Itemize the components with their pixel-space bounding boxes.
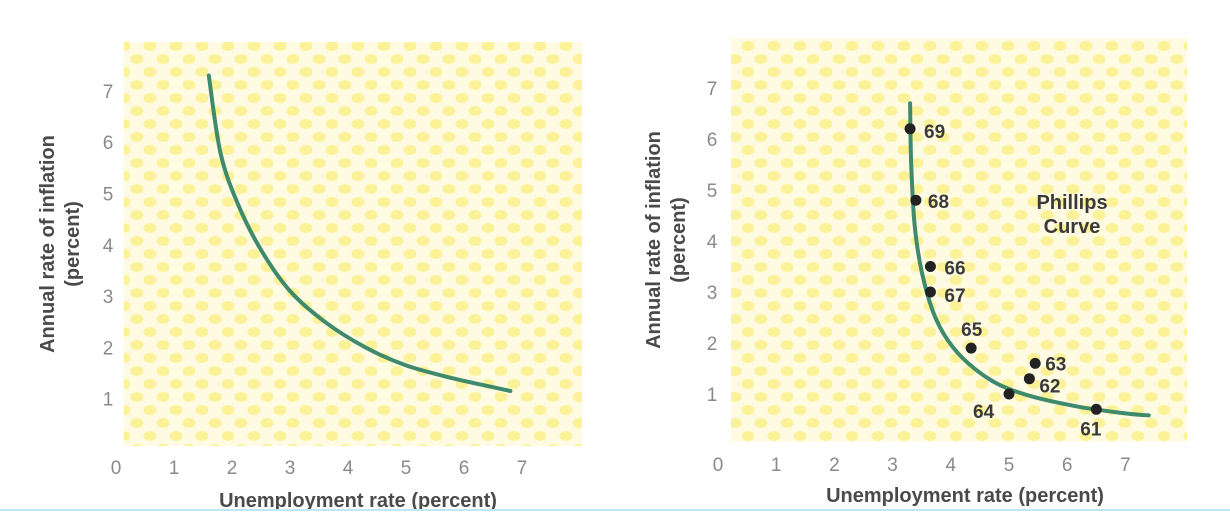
point-label-62: 62 [1039,377,1060,398]
left-y-axis-title: Annual rate of inflation [37,135,59,353]
left-x-tick-label: 3 [285,458,296,479]
right-y-axis-title: Annual rate of inflation [643,131,665,349]
right-y-ticks: 1 2 3 4 5 6 7 [707,79,718,406]
data-point-63 [1029,357,1041,369]
right-x-tick-label: 5 [1004,455,1015,476]
data-point-61 [1090,403,1102,415]
right-x-tick-label: 2 [829,455,840,476]
right-x-tick-label: 4 [946,455,957,476]
left-x-tick-label: 7 [517,458,528,479]
right-x-tick-label: 6 [1062,455,1073,476]
right-y-tick-label: 6 [707,130,718,151]
right-x-ticks: 0 1 2 3 4 5 6 7 [713,455,1131,476]
right-x-axis-title: Unemployment rate (percent) [826,485,1104,507]
phillips-curve-line [908,101,1151,418]
left-x-tick-label: 2 [227,458,238,479]
data-point-62 [1023,373,1035,385]
data-point-66 [924,261,936,272]
left-y-tick-label: 1 [103,390,114,411]
left-y-axis-unit: (percent) [62,201,84,287]
right-y-tick-label: 3 [707,283,718,304]
left-y-tick-label: 6 [103,133,114,154]
point-label-68: 68 [928,192,949,213]
data-point-68 [910,194,922,206]
left-x-tick-label: 5 [401,458,412,479]
left-y-tick-label: 7 [103,82,114,103]
right-y-tick-label: 7 [707,79,718,100]
left-series-line [206,73,513,393]
left-x-ticks: 0 1 2 3 4 5 6 7 [111,458,528,479]
right-y-tick-label: 5 [707,181,718,202]
left-y-tick-label: 2 [103,338,114,359]
left-plot-area [124,42,582,446]
right-plot-area [731,38,1187,442]
data-point-67 [924,286,936,298]
right-y-tick-label: 2 [707,334,718,355]
left-x-axis-title: Unemployment rate (percent) [219,490,497,512]
left-x-tick-label: 6 [459,458,470,479]
right-x-tick-label: 1 [771,455,782,476]
point-label-61: 61 [1080,419,1102,440]
left-x-tick-label: 0 [111,458,122,479]
left-x-tick-label: 1 [169,458,180,479]
bottom-divider [0,509,1230,511]
left-y-tick-label: 4 [103,236,114,257]
data-point-69 [904,123,916,135]
right-y-tick-label: 4 [707,232,718,253]
point-label-66: 66 [944,259,965,280]
phillips-annotation-line1: Phillips [1036,192,1107,214]
point-label-64: 64 [973,402,995,423]
point-label-65: 65 [961,320,983,341]
right-x-tick-label: 7 [1120,455,1131,476]
left-x-tick-label: 4 [343,458,354,479]
right-y-tick-label: 1 [707,385,718,406]
data-point-64 [1003,388,1015,400]
point-label-63: 63 [1045,354,1066,375]
left-y-ticks: 1 2 3 4 5 6 7 [103,82,114,411]
left-chart: 0 1 2 3 4 5 6 7 1 2 3 4 5 6 7 Unemployment rate (perc… [37,42,582,512]
left-y-tick-label: 5 [103,185,114,206]
right-x-tick-label: 3 [887,455,898,476]
point-label-69: 69 [924,122,945,143]
phillips-annotation-line2: Curve [1044,216,1101,238]
right-y-axis-unit: (percent) [668,197,690,283]
left-y-tick-label: 3 [103,287,114,308]
point-label-67: 67 [944,286,965,307]
data-point-65 [965,342,977,354]
right-x-tick-label: 0 [713,455,724,476]
